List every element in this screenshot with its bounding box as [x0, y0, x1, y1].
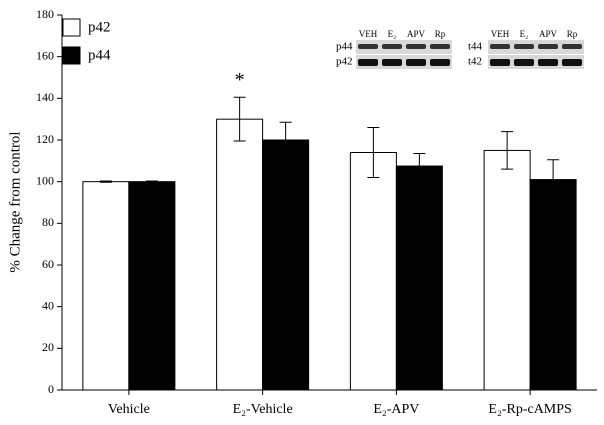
blot-band: [406, 44, 426, 49]
error-bar: [367, 127, 380, 178]
blot-lane-label: VEH: [491, 29, 510, 39]
legend-label: p42: [88, 19, 111, 35]
y-tick-label: 60: [42, 257, 54, 271]
blot-row-label: t44: [468, 41, 483, 53]
blot-band: [562, 59, 582, 66]
legend-swatch: [62, 18, 81, 37]
y-tick-label: 180: [36, 7, 54, 21]
blot-band: [514, 59, 534, 66]
bar: [483, 149, 531, 391]
y-tick-label: 160: [36, 48, 54, 62]
blot-lane-label: Rp: [567, 29, 578, 39]
blot-band: [562, 44, 582, 49]
x-tick-label: E₂-Vehicle: [233, 402, 293, 417]
blot-row-label: t42: [468, 56, 482, 68]
blot-band: [490, 59, 510, 66]
y-tick-label: 100: [36, 173, 54, 187]
annotation: *: [235, 69, 245, 91]
bar: [262, 139, 310, 391]
error-bar: [279, 121, 292, 159]
error-bar: [233, 96, 246, 142]
error-bar: [501, 131, 514, 170]
blot-band: [538, 59, 558, 66]
blot-lane-label: Rp: [435, 29, 446, 39]
blot-lane-label: APV: [539, 29, 558, 39]
bar: [216, 118, 264, 391]
blot-band: [538, 44, 558, 49]
blot-lane-label: E₂: [388, 29, 397, 39]
y-tick-label: 0: [48, 382, 54, 396]
blot-background: [356, 40, 452, 54]
bar: [395, 165, 443, 391]
x-tick-label: Vehicle: [108, 402, 150, 417]
y-tick-label: 80: [42, 215, 54, 229]
blot-row-label: p42: [336, 56, 353, 68]
blot-band: [406, 59, 426, 66]
blot-band: [514, 44, 534, 49]
bar: [349, 152, 397, 391]
bar: [128, 181, 176, 391]
bar: [82, 181, 130, 391]
blot-band: [430, 44, 450, 49]
error-bar: [145, 180, 158, 183]
blot-band: [382, 59, 402, 66]
blot-background: [488, 55, 584, 69]
blot-row-label: p44: [336, 41, 353, 53]
y-tick-label: 40: [42, 298, 54, 312]
y-tick-label: 140: [36, 90, 54, 104]
bar: [529, 179, 577, 391]
blot-band: [382, 44, 402, 49]
blot-band: [358, 44, 378, 49]
blot-band: [430, 59, 450, 66]
legend-label: p44: [88, 47, 111, 63]
blot-background: [356, 55, 452, 69]
x-tick-label: E₂-APV: [373, 402, 419, 417]
y-axis-label: % Change from control: [7, 131, 23, 272]
x-tick-label: E₂-Rp-cAMPS: [488, 402, 571, 417]
blot-band: [490, 44, 510, 49]
blot-band: [358, 59, 378, 66]
y-tick-label: 20: [42, 340, 54, 354]
error-bar: [547, 159, 560, 200]
blot-lane-label: VEH: [359, 29, 378, 39]
error-bar: [99, 180, 112, 183]
legend-swatch: [62, 46, 81, 65]
y-tick-label: 120: [36, 132, 54, 146]
blot-background: [488, 40, 584, 54]
blot-lane-label: APV: [407, 29, 426, 39]
blot-lane-label: E₂: [520, 29, 529, 39]
error-bar: [413, 153, 426, 180]
